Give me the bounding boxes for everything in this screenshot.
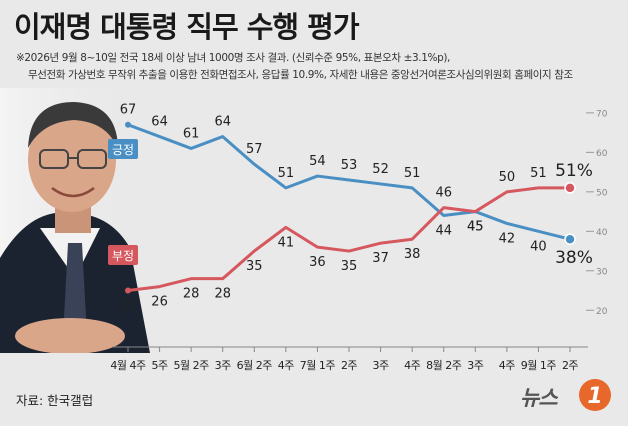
end-label-0: 38% xyxy=(555,248,593,268)
data-label-0-13: 40 xyxy=(530,239,547,254)
y-tick-label-3: 50 xyxy=(596,188,608,198)
x-tick-label-0: 4월 4주 xyxy=(110,359,146,372)
survey-note-line1: ※2026년 9월 8~10일 전국 18세 이상 남녀 1000명 조사 결과… xyxy=(16,52,450,64)
data-label-0-4: 57 xyxy=(246,142,263,157)
data-label-1-6: 36 xyxy=(309,255,326,270)
data-label-1-8: 37 xyxy=(372,251,389,266)
y-tick-label-5: 70 xyxy=(596,109,608,119)
data-label-1-5: 41 xyxy=(278,235,295,250)
x-tick-label-5: 4주 xyxy=(278,359,294,372)
data-label-0-11: 45 xyxy=(467,220,484,235)
x-tick-label-4: 6월 2주 xyxy=(237,359,273,372)
data-label-0-7: 53 xyxy=(341,158,358,173)
data-label-0-0: 67 xyxy=(120,103,137,118)
series-tag-label-1: 부정 xyxy=(112,249,134,263)
data-label-0-3: 64 xyxy=(214,115,231,130)
survey-note-line2: 무선전화 가상번호 무작위 추출을 이용한 전화면접조사, 응답률 10.9%,… xyxy=(28,69,573,81)
x-tick-label-13: 9월 1주 xyxy=(521,359,557,372)
series-line-0 xyxy=(127,123,571,241)
data-label-0-2: 61 xyxy=(183,126,200,141)
data-label-1-7: 35 xyxy=(341,259,358,274)
series-line-1 xyxy=(127,186,570,293)
x-tick-label-11: 3주 xyxy=(467,359,483,372)
series-start-dot-0 xyxy=(125,121,131,128)
data-label-0-8: 52 xyxy=(372,162,389,177)
data-label-1-1: 26 xyxy=(151,295,168,310)
x-tick-label-6: 7월 1주 xyxy=(300,359,336,372)
x-tick-label-10: 8월 2주 xyxy=(426,359,462,372)
page-title: 이재명 대통령 직무 수행 평가 xyxy=(14,10,360,44)
y-tick-label-4: 60 xyxy=(596,149,608,159)
data-label-1-3: 28 xyxy=(214,287,231,302)
data-label-1-13: 51 xyxy=(530,166,547,181)
logo-badge-number: 1 xyxy=(587,384,602,409)
y-tick-label-0: 20 xyxy=(596,307,608,317)
x-tick-label-1: 5주 xyxy=(152,359,168,372)
y-tick-label-1: 30 xyxy=(596,267,608,277)
data-label-1-12: 50 xyxy=(499,170,516,185)
series-start-dot-1 xyxy=(125,287,131,294)
series-tag-bg-0 xyxy=(108,139,138,159)
logo-badge-icon: 1 xyxy=(579,379,611,411)
news1-logo: 뉴스 1 xyxy=(520,378,620,414)
data-label-1-0: 25 xyxy=(120,299,137,314)
data-label-0-5: 51 xyxy=(278,166,295,181)
x-tick-label-9: 4주 xyxy=(404,359,420,372)
data-label-0-12: 42 xyxy=(499,231,516,246)
end-label-1: 51% xyxy=(555,161,593,181)
data-label-1-11: 45 xyxy=(467,220,484,235)
source-text: 자료: 한국갤럽 xyxy=(16,393,94,408)
data-label-1-10: 46 xyxy=(435,186,452,201)
x-tick-label-2: 5월 2주 xyxy=(174,359,210,372)
data-label-1-2: 28 xyxy=(183,287,200,302)
series-end-dot-0 xyxy=(564,233,576,245)
data-label-1-4: 35 xyxy=(246,259,263,274)
series-tag-label-0: 긍정 xyxy=(112,143,134,157)
data-label-0-1: 64 xyxy=(151,115,168,130)
x-tick-label-3: 3주 xyxy=(215,359,231,372)
series-tag-bg-1 xyxy=(108,245,138,265)
y-tick-label-2: 40 xyxy=(596,228,608,238)
data-label-1-9: 38 xyxy=(404,247,421,262)
series-end-dot-1 xyxy=(564,182,576,194)
data-label-0-6: 54 xyxy=(309,154,326,169)
logo-text: 뉴스 xyxy=(520,386,558,410)
x-tick-label-12: 4주 xyxy=(499,359,515,372)
data-label-0-9: 51 xyxy=(404,166,421,181)
x-tick-label-8: 3주 xyxy=(373,359,389,372)
data-label-0-10: 44 xyxy=(435,224,452,239)
x-tick-label-14: 2주 xyxy=(562,359,578,372)
x-tick-label-7: 2주 xyxy=(341,359,357,372)
